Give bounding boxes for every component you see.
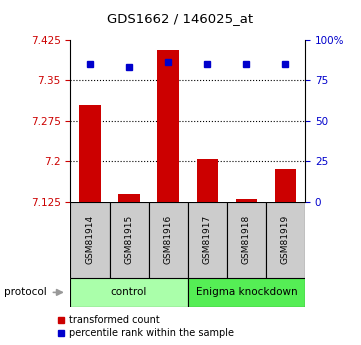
Text: GSM81916: GSM81916 xyxy=(164,215,173,264)
Bar xyxy=(157,50,179,202)
Bar xyxy=(70,278,188,307)
Text: Enigma knockdown: Enigma knockdown xyxy=(196,287,297,297)
Text: protocol: protocol xyxy=(4,287,46,297)
Text: GSM81918: GSM81918 xyxy=(242,215,251,264)
Text: GSM81914: GSM81914 xyxy=(86,215,95,264)
Bar xyxy=(149,202,188,278)
Bar xyxy=(109,202,149,278)
Bar xyxy=(236,199,257,202)
Text: GSM81915: GSM81915 xyxy=(125,215,134,264)
Bar xyxy=(266,202,305,278)
Text: GSM81917: GSM81917 xyxy=(203,215,212,264)
Text: GSM81919: GSM81919 xyxy=(281,215,290,264)
Text: GDS1662 / 146025_at: GDS1662 / 146025_at xyxy=(108,12,253,26)
Legend: transformed count, percentile rank within the sample: transformed count, percentile rank withi… xyxy=(57,315,234,338)
Bar xyxy=(196,159,218,202)
Bar xyxy=(70,202,109,278)
Bar xyxy=(188,202,227,278)
Bar xyxy=(227,202,266,278)
Text: control: control xyxy=(111,287,147,297)
Bar xyxy=(79,105,101,202)
Bar xyxy=(118,194,140,202)
Bar xyxy=(188,278,305,307)
Bar xyxy=(275,169,296,202)
